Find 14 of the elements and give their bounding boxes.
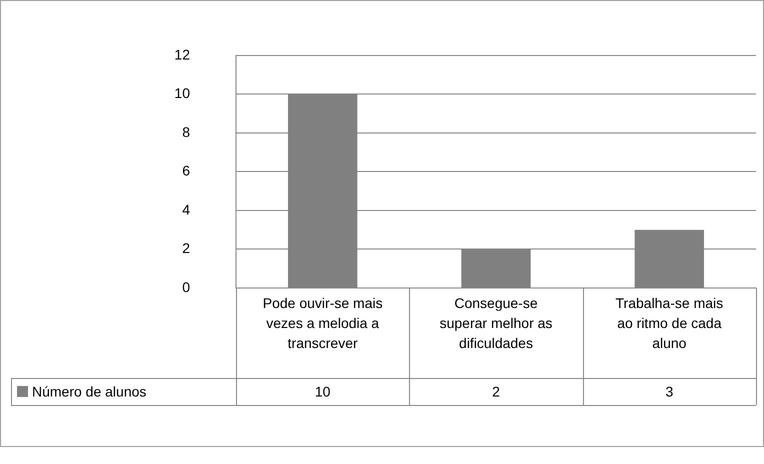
legend-label: Número de alunos bbox=[32, 383, 146, 400]
y-tick-label: 4 bbox=[182, 201, 190, 218]
data-label: 3 bbox=[665, 383, 674, 400]
data-label: 10 bbox=[314, 383, 331, 400]
data-label: 2 bbox=[492, 383, 500, 400]
x-tick-label: Trabalha-se mais ao ritmo de cada aluno bbox=[616, 294, 724, 351]
y-tick-label: 0 bbox=[182, 278, 190, 295]
x-tick-label: Consegue-se superar melhor as dificuldades bbox=[440, 294, 552, 351]
y-tick-label: 8 bbox=[182, 124, 190, 140]
x-tick-label: Pode ouvir-se mais vezes a melodia a transcrever bbox=[262, 294, 383, 351]
y-tick-label: 2 bbox=[182, 240, 190, 256]
y-tick-label: 10 bbox=[174, 85, 190, 102]
y-tick-label: 12 bbox=[174, 46, 190, 62]
y-tick-label: 6 bbox=[182, 162, 190, 179]
